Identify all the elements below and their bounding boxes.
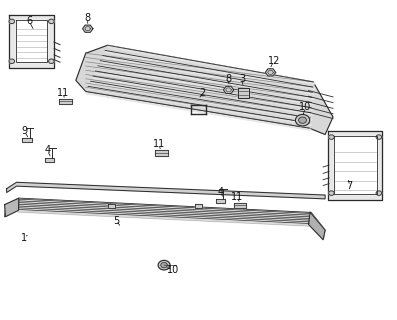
Polygon shape [23,138,32,142]
Circle shape [329,135,334,139]
Text: 8: 8 [225,74,231,84]
Polygon shape [83,25,93,32]
Text: 4: 4 [44,146,50,156]
Polygon shape [238,88,249,98]
Polygon shape [308,212,325,240]
Polygon shape [93,76,312,115]
Circle shape [299,117,306,123]
Circle shape [329,191,334,196]
Polygon shape [195,204,202,208]
Text: 2: 2 [199,88,206,98]
Polygon shape [91,81,312,120]
Polygon shape [5,198,19,217]
Polygon shape [108,45,315,84]
Polygon shape [16,20,47,62]
Text: 1: 1 [21,233,27,243]
Text: 5: 5 [113,216,119,226]
Text: 4: 4 [218,187,224,197]
Text: 11: 11 [231,192,243,202]
Polygon shape [334,136,376,195]
Polygon shape [19,201,309,218]
Polygon shape [45,158,54,162]
Polygon shape [7,182,325,199]
Text: 9: 9 [21,126,27,136]
Polygon shape [19,210,309,226]
Polygon shape [265,69,276,76]
Circle shape [48,19,54,24]
Polygon shape [234,203,247,208]
Text: 6: 6 [26,16,32,27]
Circle shape [9,19,15,24]
Text: 3: 3 [239,74,245,84]
Polygon shape [328,131,382,200]
Polygon shape [19,203,309,219]
Polygon shape [19,199,309,216]
Text: 8: 8 [85,13,91,23]
Polygon shape [19,206,309,223]
Text: 11: 11 [57,88,69,98]
Polygon shape [224,86,234,93]
Circle shape [161,262,168,268]
Polygon shape [98,66,314,105]
Circle shape [376,191,382,196]
Polygon shape [95,71,313,110]
Circle shape [376,135,382,139]
Circle shape [158,260,170,270]
Polygon shape [19,204,309,221]
Polygon shape [9,15,54,68]
Text: 12: 12 [268,56,280,66]
Polygon shape [19,208,309,224]
Text: 10: 10 [167,265,179,275]
Polygon shape [5,198,325,240]
Polygon shape [108,204,116,208]
Polygon shape [86,92,311,130]
Polygon shape [103,56,314,94]
Text: 7: 7 [347,181,353,191]
Circle shape [48,59,54,63]
Polygon shape [155,150,168,156]
Text: 10: 10 [299,102,311,112]
Polygon shape [76,45,333,134]
Circle shape [9,59,15,63]
Polygon shape [59,99,71,104]
Polygon shape [105,51,315,89]
Polygon shape [100,61,314,100]
Polygon shape [88,86,312,125]
Circle shape [295,115,310,126]
Polygon shape [216,199,225,203]
Text: 11: 11 [153,139,165,149]
